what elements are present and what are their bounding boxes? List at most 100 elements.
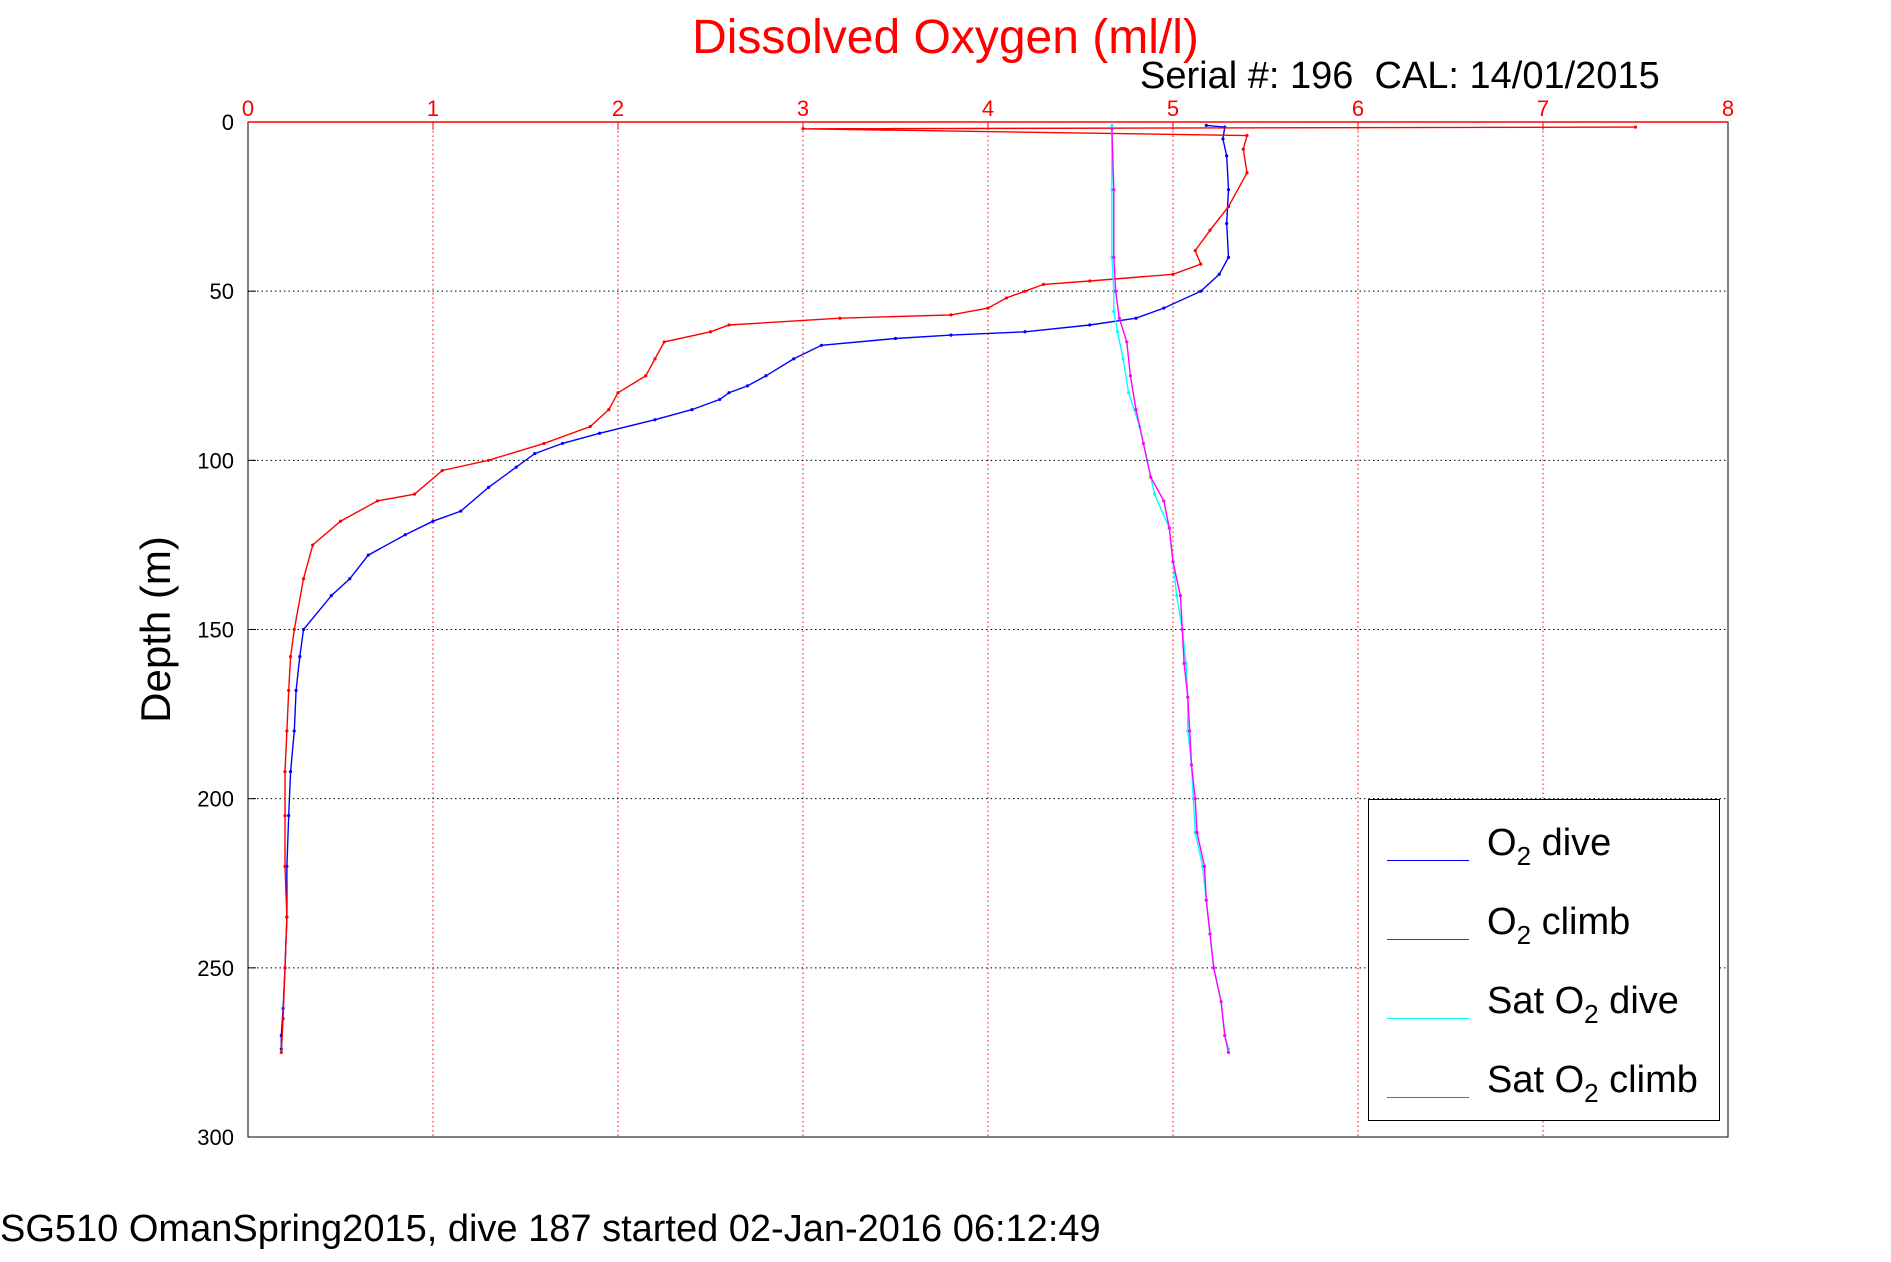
data-point [1241,147,1245,151]
data-point [311,543,315,547]
data-point [288,654,293,659]
data-point [1208,932,1212,936]
data-point [1202,864,1207,868]
data-point [1171,560,1175,564]
x-tick-label: 1 [427,96,439,121]
data-point [1175,594,1179,598]
y-axis-label: Depth (m) [132,536,179,723]
data-point [662,340,666,344]
data-point [301,577,306,581]
data-point [301,627,306,632]
data-point [329,594,333,598]
data-point [412,492,417,496]
data-point [287,688,291,693]
data-point [1223,1033,1227,1038]
data-point [764,374,768,378]
data-point [533,451,537,456]
data-point [1088,323,1092,327]
data-point [1226,255,1231,259]
data-point [542,441,546,446]
data-point [1128,374,1133,378]
x-tick-label: 7 [1537,96,1549,121]
legend-swatch [1387,939,1469,940]
data-point [1141,441,1145,446]
data-point [1193,248,1197,253]
y-tick-label: 150 [197,618,234,643]
data-point [1212,966,1216,970]
series-line [1111,125,1230,1050]
x-tick-label: 3 [797,96,809,121]
data-point [283,770,287,774]
data-point [1204,898,1208,902]
data-point [298,654,302,659]
chart-title: Dissolved Oxygen (ml/l) [692,11,1199,64]
data-point [292,729,296,733]
data-point [690,407,694,412]
series-o2-climb [279,125,1638,1055]
data-point [1245,171,1249,175]
data-point [1112,309,1116,314]
data-point [1127,391,1131,395]
data-point [1226,1050,1231,1055]
data-point [607,407,611,412]
data-point [338,519,343,523]
data-point [597,431,602,435]
data-point [1088,279,1092,283]
data-point [986,306,990,310]
series-o2-dive [279,123,1231,1051]
data-point [588,424,592,429]
data-point [1110,123,1114,127]
y-tick-label: 250 [197,956,234,981]
data-point [292,627,296,632]
data-point [1221,137,1225,141]
data-point [1204,123,1208,127]
data-point [1225,221,1229,226]
data-point [1041,282,1046,286]
x-tick-label: 5 [1167,96,1179,121]
x-tick-label: 8 [1722,96,1734,121]
y-tick-label: 100 [197,448,234,473]
data-point [279,1050,283,1055]
data-point [718,397,722,402]
series-line [280,124,1230,1049]
data-point [288,770,293,774]
legend-item: O2 dive [1383,816,1713,886]
y-tick-label: 200 [197,787,234,812]
data-point [366,553,370,557]
data-point [459,509,463,513]
y-tick-label: 300 [197,1125,234,1150]
data-point [1186,695,1190,699]
data-point [1149,475,1153,479]
data-point [403,533,407,537]
data-point [1152,492,1157,496]
legend-swatch [1387,860,1469,861]
series-sat-o2-dive [1110,123,1231,1051]
data-point [1633,125,1638,129]
data-point [1023,289,1027,293]
x-tick-label: 0 [242,96,254,121]
data-point [375,499,380,503]
data-point [1226,188,1231,192]
legend-label: Sat O2 dive [1487,980,1679,1029]
data-point [1182,661,1186,665]
data-point [1188,729,1192,733]
data-point [294,688,298,693]
data-point [1208,228,1212,232]
data-point [893,336,898,341]
data-point [1162,306,1166,310]
data-point [283,864,287,868]
legend-label: O2 climb [1487,901,1631,950]
data-point [283,966,287,970]
tick-labels: 0 1 2 3 4 5 6 7 8 0 50 100 150 200 250 300 [197,96,1734,1150]
x-tick-label: 4 [982,96,994,121]
data-point [1199,262,1203,266]
y-tick-label: 0 [222,110,234,135]
data-point [287,813,291,818]
data-point [653,418,657,422]
data-point [1125,340,1129,344]
data-point [801,127,805,131]
data-point [283,813,287,818]
data-point [1004,296,1009,300]
data-point [486,485,491,489]
data-point [285,915,289,919]
